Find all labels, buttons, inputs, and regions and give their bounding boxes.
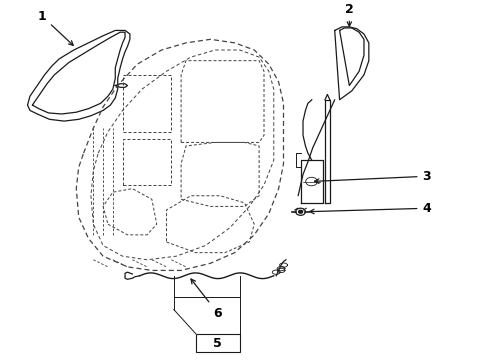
Text: 6: 6 (191, 279, 222, 320)
Text: 2: 2 (344, 3, 353, 26)
Text: 4: 4 (309, 202, 430, 215)
Text: 5: 5 (213, 337, 222, 350)
Bar (195, 334, 239, 352)
Circle shape (298, 210, 302, 213)
Text: 3: 3 (314, 170, 430, 183)
Text: 1: 1 (38, 10, 73, 45)
